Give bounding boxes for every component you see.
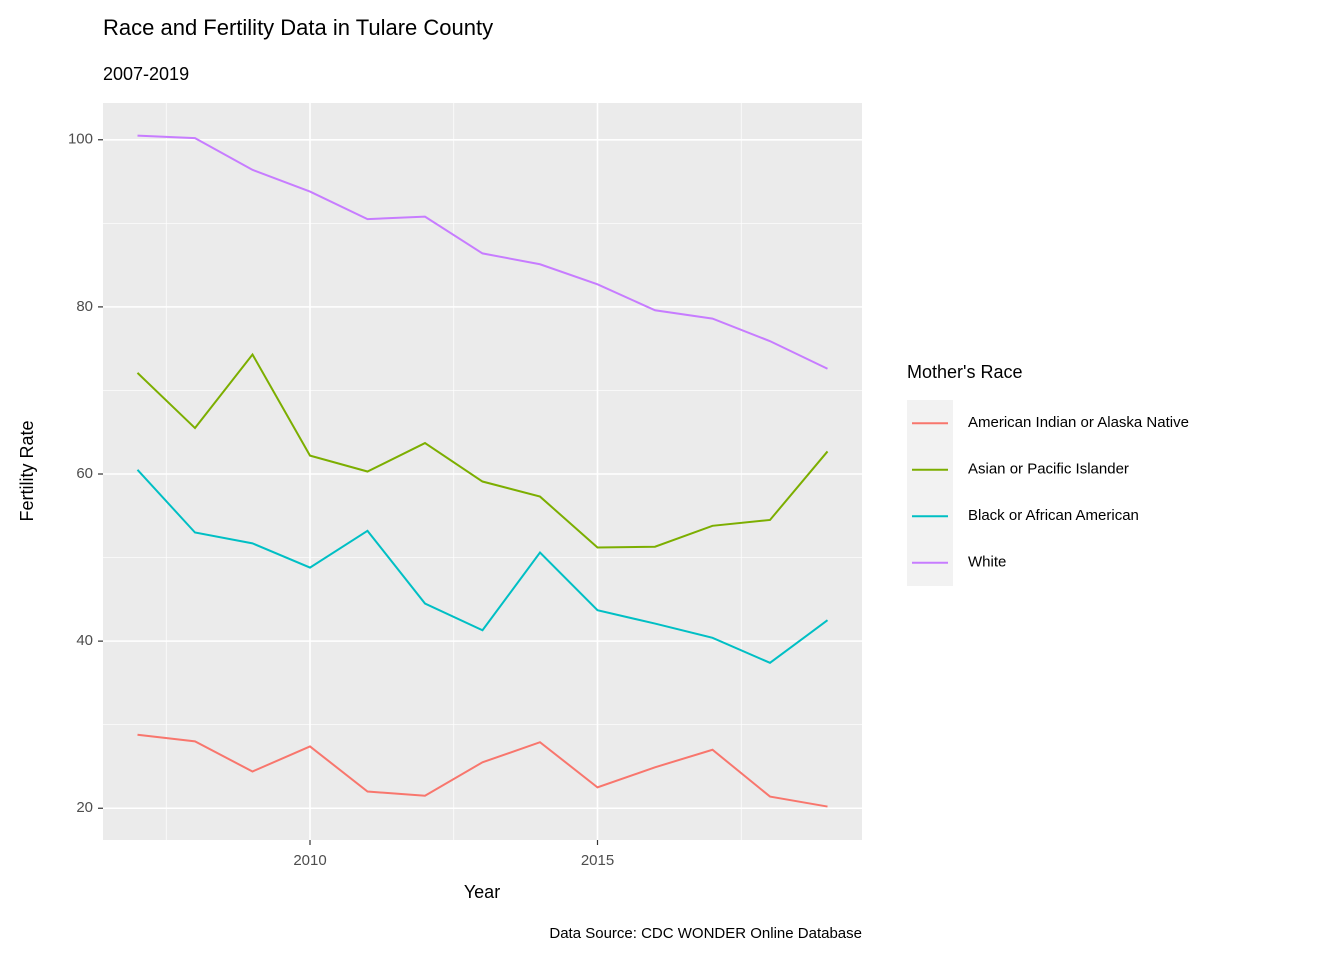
y-tick-label: 60 (76, 465, 93, 482)
y-tick-label: 40 (76, 632, 93, 649)
legend-label: Asian or Pacific Islander (968, 461, 1129, 478)
y-tick-label: 80 (76, 298, 93, 315)
series-line (136, 469, 829, 665)
legend-label: Black or African American (968, 507, 1139, 524)
y-axis-label: Fertility Rate (17, 420, 37, 521)
series-line (137, 733, 828, 808)
legend-label: American Indian or Alaska Native (968, 414, 1189, 431)
x-tick-label: 2015 (581, 852, 614, 869)
series-line (136, 352, 829, 549)
chart-subtitle: 2007-2019 (103, 64, 189, 84)
y-tick-label: 100 (68, 131, 93, 148)
plot-panel (103, 103, 862, 840)
x-axis-label: Year (464, 882, 500, 902)
legend-title: Mother's Race (907, 362, 1022, 382)
legend-label: White (968, 554, 1006, 571)
series-line (137, 134, 828, 370)
caption: Data Source: CDC WONDER Online Database (549, 925, 862, 942)
x-tick-label: 2010 (293, 852, 326, 869)
y-tick-label: 20 (76, 799, 93, 816)
chart-title: Race and Fertility Data in Tulare County (103, 15, 493, 40)
